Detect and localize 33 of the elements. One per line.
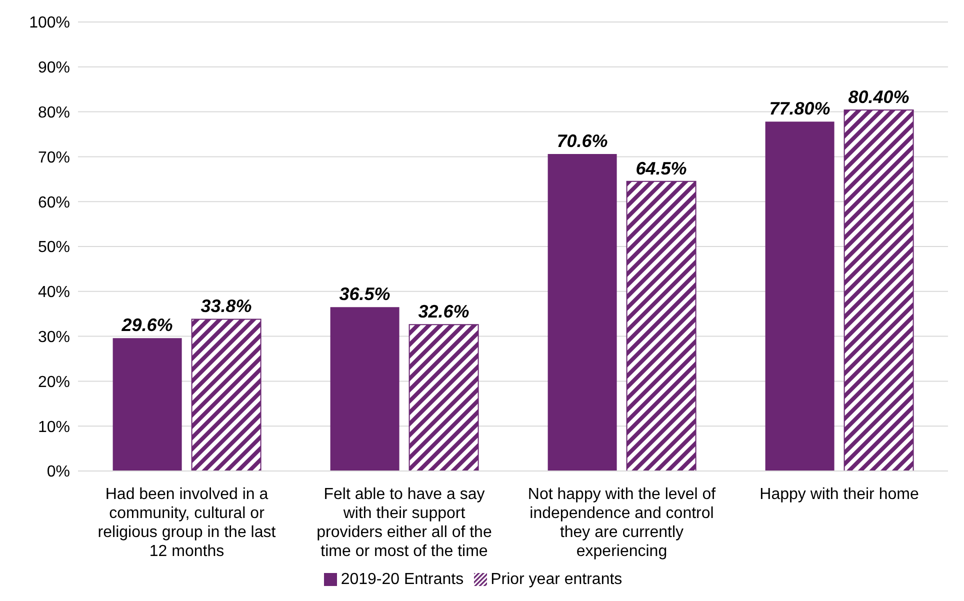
- bar: [626, 180, 696, 471]
- y-tick-label: 80%: [38, 104, 70, 122]
- x-tick-label: Happy with their home: [760, 486, 919, 503]
- y-tick-label: 40%: [38, 284, 70, 302]
- data-label: 32.6%: [418, 302, 470, 322]
- data-label: 80.40%: [848, 87, 910, 108]
- x-tick-label: Felt able to have a say with their support providers either all of the time or most of the time: [316, 486, 492, 560]
- bar: [112, 338, 182, 471]
- data-label: 36.5%: [339, 284, 390, 304]
- legend-label: Prior year entrants: [490, 571, 622, 588]
- y-tick-label: 50%: [38, 239, 70, 256]
- data-label: 77.80%: [769, 98, 830, 119]
- y-tick-label: 30%: [38, 328, 70, 346]
- y-tick-label: 70%: [38, 149, 70, 166]
- x-tick-label: Not happy with the level of independence and control they are currently experiencing: [528, 486, 716, 560]
- data-label: 29.6%: [120, 315, 173, 336]
- x-tick-label: Had been involved in a community, cultural or religious group in the last 12 months: [98, 486, 276, 560]
- y-tick-label: 10%: [38, 418, 70, 436]
- y-tick-label: 0%: [46, 464, 70, 481]
- data-label: 70.6%: [556, 131, 608, 152]
- data-label: 33.8%: [200, 296, 252, 316]
- bar: [844, 110, 914, 471]
- y-tick-label: 90%: [38, 60, 70, 77]
- y-tick-label: 100%: [29, 14, 70, 32]
- y-tick-label: 60%: [38, 194, 70, 212]
- bar: [330, 307, 400, 471]
- legend-label: 2019-20 Entrants: [340, 571, 464, 588]
- bar: [408, 324, 479, 471]
- y-tick-label: 20%: [38, 374, 70, 391]
- bar: [765, 122, 834, 471]
- bar: [191, 318, 262, 471]
- bar: [548, 154, 617, 471]
- data-label: 64.5%: [636, 158, 687, 178]
